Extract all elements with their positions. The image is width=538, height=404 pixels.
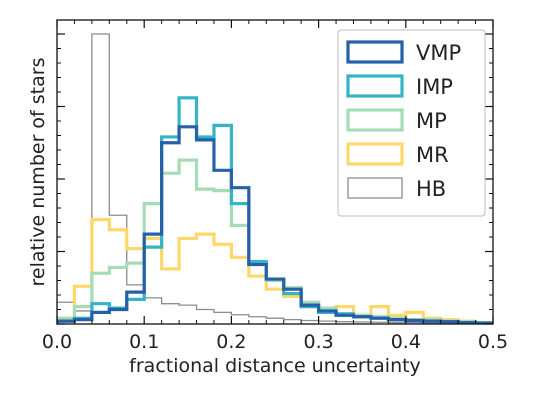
x-tick-label: 0.3: [303, 331, 333, 353]
legend-swatch-hb: [347, 177, 403, 199]
legend-label-mp: MP: [416, 109, 447, 133]
legend-label-imp: IMP: [416, 75, 453, 99]
x-tick-label: 0.2: [216, 331, 246, 353]
legend-label-mr: MR: [416, 143, 449, 167]
x-tick-label: 0.0: [42, 331, 72, 353]
plot-frame: [56, 19, 494, 325]
series-mr-line: [57, 218, 493, 324]
x-axis-label: fractional distance uncertainty: [129, 355, 421, 377]
x-tick-label: 0.1: [129, 331, 159, 353]
x-tick-label: 0.4: [391, 331, 421, 353]
legend-box: [337, 29, 486, 217]
legend-entry-imp: IMP: [346, 74, 453, 99]
series-hb-line: [57, 33, 493, 324]
legend-label-vmp: VMP: [416, 41, 461, 65]
legend-swatch-vmp: [346, 40, 404, 64]
legend-swatch-imp: [346, 74, 404, 98]
legend-entry-mr: MR: [346, 142, 449, 167]
legend-entry-mp: MP: [346, 108, 447, 133]
legend-entry-hb: HB: [347, 177, 446, 201]
legend-label-hb: HB: [416, 177, 446, 201]
y-axis-label: relative number of stars: [27, 58, 49, 287]
legend-entry-vmp: VMP: [346, 40, 461, 65]
x-tick-label: 0.5: [478, 331, 508, 353]
axes: 0.0 0.1 0.2 0.3 0.4 0.5: [42, 19, 508, 353]
legend: VMP IMP MP MR HB: [337, 29, 486, 217]
legend-swatch-mr: [346, 142, 404, 166]
legend-swatch-mp: [346, 108, 404, 132]
